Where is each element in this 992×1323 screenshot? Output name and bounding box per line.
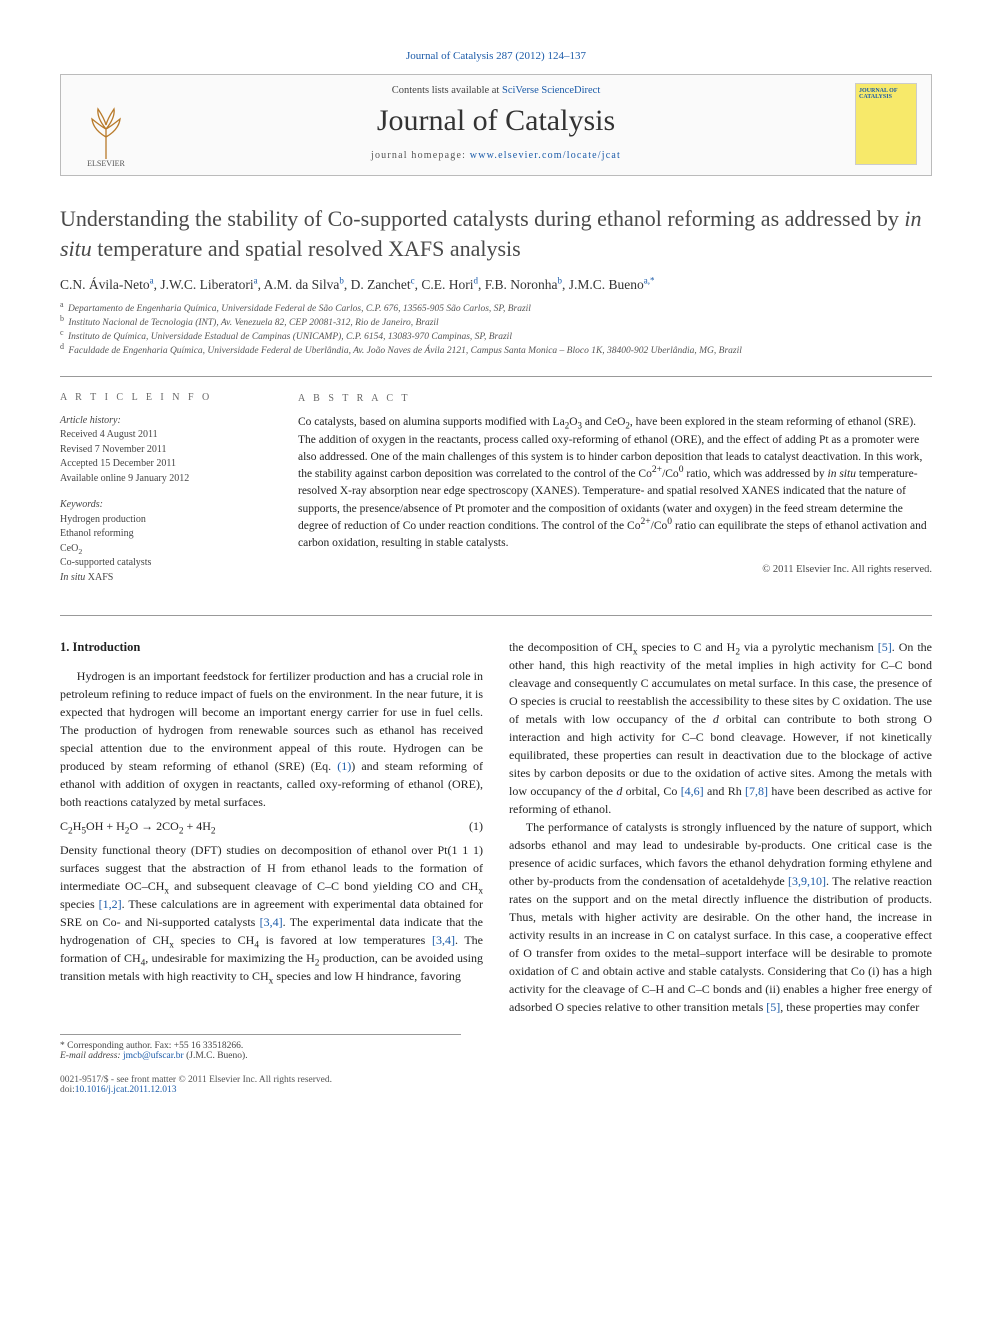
corresponding-email-link[interactable]: jmcb@ufscar.br xyxy=(123,1051,184,1061)
abstract-heading: A B S T R A C T xyxy=(298,391,932,406)
doi-label: doi: xyxy=(60,1085,75,1095)
body-col-left: 1. Introduction Hydrogen is an important… xyxy=(60,638,483,1016)
svg-text:ELSEVIER: ELSEVIER xyxy=(87,159,125,167)
keyword-line: Hydrogen production xyxy=(60,513,270,528)
article-history-block: Article history: Received 4 August 2011R… xyxy=(60,414,270,487)
affiliation-line: d Faculdade de Engenharia Química, Unive… xyxy=(60,345,932,359)
equation-1-number: (1) xyxy=(469,817,483,835)
divider-bottom xyxy=(60,615,932,616)
history-line: Available online 9 January 2012 xyxy=(60,472,270,487)
email-suffix: (J.M.C. Bueno). xyxy=(186,1051,248,1061)
keyword-line: Ethanol reforming xyxy=(60,527,270,542)
homepage-line: journal homepage: www.elsevier.com/locat… xyxy=(159,150,833,161)
affiliation-line: c Instituto de Química, Universidade Est… xyxy=(60,331,932,345)
keywords-block: Keywords: Hydrogen productionEthanol ref… xyxy=(60,498,270,585)
article-title: Understanding the stability of Co-suppor… xyxy=(60,204,932,263)
history-line: Revised 7 November 2011 xyxy=(60,443,270,458)
email-line: E-mail address: jmcb@ufscar.br (J.M.C. B… xyxy=(60,1051,461,1061)
keywords-label: Keywords: xyxy=(60,498,270,513)
info-abstract-row: A R T I C L E I N F O Article history: R… xyxy=(60,377,932,615)
author-list: C.N. Ávila-Netoa, J.W.C. Liberatoria, A.… xyxy=(60,277,932,293)
section-1-heading: 1. Introduction xyxy=(60,638,483,657)
page-root: Journal of Catalysis 287 (2012) 124–137 … xyxy=(0,0,992,1145)
body-paragraph: the decomposition of CHx species to C an… xyxy=(509,638,932,818)
affiliations: a Departamento de Engenharia Química, Un… xyxy=(60,303,932,358)
body-para-after-eq: Density functional theory (DFT) studies … xyxy=(60,841,483,985)
journal-cover-thumb: JOURNAL OF CATALYSIS xyxy=(855,83,917,165)
abstract-copyright: © 2011 Elsevier Inc. All rights reserved… xyxy=(298,562,932,578)
article-info-heading: A R T I C L E I N F O xyxy=(60,391,270,406)
elsevier-tree-logo: ELSEVIER xyxy=(71,97,141,167)
journal-reference: Journal of Catalysis 287 (2012) 124–137 xyxy=(60,50,932,62)
doi-link[interactable]: 10.1016/j.jcat.2011.12.013 xyxy=(75,1085,177,1095)
footer-left: 0021-9517/$ - see front matter © 2011 El… xyxy=(60,1075,332,1095)
body-paragraph: The performance of catalysts is strongly… xyxy=(509,818,932,1016)
publisher-logo-cell: ELSEVIER xyxy=(61,75,151,175)
body-col-right: the decomposition of CHx species to C an… xyxy=(509,638,932,1016)
contents-prefix: Contents lists available at xyxy=(392,85,502,96)
corresponding-author-note: * Corresponding author. Fax: +55 16 3351… xyxy=(60,1041,461,1051)
sciencedirect-link[interactable]: SciVerse ScienceDirect xyxy=(502,85,600,96)
history-label: Article history: xyxy=(60,414,270,429)
journal-name: Journal of Catalysis xyxy=(159,104,833,138)
history-line: Accepted 15 December 2011 xyxy=(60,457,270,472)
contents-line: Contents lists available at SciVerse Sci… xyxy=(159,85,833,96)
abstract-text: Co catalysts, based on alumina supports … xyxy=(298,414,932,552)
footnotes: * Corresponding author. Fax: +55 16 3351… xyxy=(60,1034,461,1061)
affiliation-line: b Instituto Nacional de Tecnologia (INT)… xyxy=(60,317,932,331)
equation-1-lhs: C2H5OH + H2O → 2CO2 + 4H2 xyxy=(60,817,216,835)
keyword-line: CeO2 xyxy=(60,542,270,557)
history-line: Received 4 August 2011 xyxy=(60,428,270,443)
homepage-prefix: journal homepage: xyxy=(371,150,470,161)
homepage-link[interactable]: www.elsevier.com/locate/jcat xyxy=(470,150,621,161)
affiliation-line: a Departamento de Engenharia Química, Un… xyxy=(60,303,932,317)
body-columns: 1. Introduction Hydrogen is an important… xyxy=(60,638,932,1016)
keyword-line: In situ XAFS xyxy=(60,571,270,586)
email-label: E-mail address: xyxy=(60,1051,121,1061)
keyword-line: Co-supported catalysts xyxy=(60,556,270,571)
body-paragraph: Hydrogen is an important feedstock for f… xyxy=(60,667,483,811)
front-matter-line: 0021-9517/$ - see front matter © 2011 El… xyxy=(60,1075,332,1085)
journal-ref-link[interactable]: Journal of Catalysis 287 (2012) 124–137 xyxy=(406,50,586,62)
footer-bar: 0021-9517/$ - see front matter © 2011 El… xyxy=(60,1075,932,1095)
equation-1: C2H5OH + H2O → 2CO2 + 4H2 (1) xyxy=(60,817,483,835)
header-center: Contents lists available at SciVerse Sci… xyxy=(151,75,841,175)
journal-cover-cell: JOURNAL OF CATALYSIS xyxy=(841,75,931,175)
article-info-column: A R T I C L E I N F O Article history: R… xyxy=(60,391,270,597)
header-box: ELSEVIER Contents lists available at Sci… xyxy=(60,74,932,176)
abstract-column: A B S T R A C T Co catalysts, based on a… xyxy=(298,391,932,597)
doi-line: doi:10.1016/j.jcat.2011.12.013 xyxy=(60,1085,332,1095)
